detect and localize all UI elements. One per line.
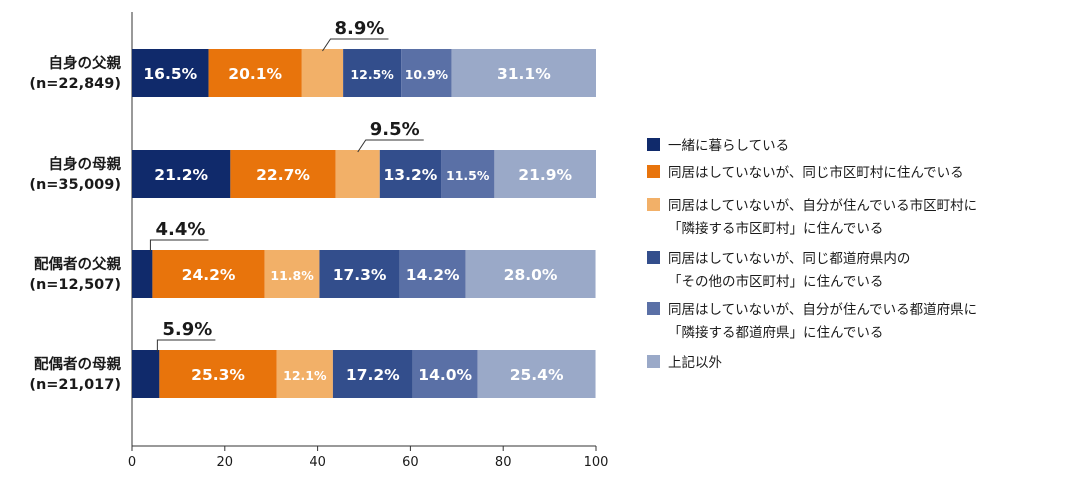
callout-leader-line	[357, 139, 424, 153]
bar-value-label: 28.0%	[504, 266, 558, 284]
bars-layer	[132, 49, 596, 398]
bar-value-label: 14.0%	[418, 366, 472, 384]
bar-segment	[152, 250, 265, 298]
x-tick-label: 40	[309, 455, 326, 470]
legend-label: 同居はしていないが、自分が住んでいる市区町村に	[668, 197, 977, 214]
bar-value-label: 25.4%	[510, 366, 564, 384]
bar-value-label: 24.2%	[182, 266, 236, 284]
bar-value-label: 31.1%	[497, 65, 551, 83]
bar-value-label: 22.7%	[256, 166, 310, 184]
bar-value-label: 12.5%	[350, 67, 394, 82]
bar-segment	[230, 150, 336, 198]
category-n-label: (n=12,507)	[29, 277, 121, 293]
bar-segment	[401, 49, 452, 97]
callout-value-label: 9.5%	[370, 119, 420, 140]
bar-segment	[441, 150, 495, 198]
bar-value-label: 12.1%	[283, 368, 327, 383]
bar-segment	[343, 49, 402, 97]
category-n-label: (n=22,849)	[29, 76, 121, 92]
category-n-label: (n=21,017)	[29, 377, 121, 393]
bar-value-label: 20.1%	[228, 65, 282, 83]
bar-value-label: 21.2%	[154, 166, 208, 184]
legend-label: 同居はしていないが、自分が住んでいる都道府県に	[668, 302, 977, 318]
bar-segment	[465, 250, 596, 298]
bar-segment	[264, 250, 320, 298]
bar-segment	[319, 250, 400, 298]
bar-value-label: 13.2%	[384, 166, 438, 184]
x-tick-label: 60	[402, 455, 419, 470]
bar-segment	[301, 49, 344, 97]
bar-segment	[335, 150, 380, 198]
bar-value-label: 17.3%	[333, 266, 387, 284]
axis-layer: 0 20 40 60 80 100	[128, 12, 609, 470]
category-label: 自身の父親	[49, 54, 122, 72]
x-tick-label: 20	[217, 455, 234, 470]
bar-segment	[132, 49, 209, 97]
legend-swatch	[647, 165, 660, 178]
bar-segment	[276, 350, 333, 398]
category-label: 自身の母親	[49, 155, 122, 173]
legend-label: 「その他の市区町村」に住んでいる	[668, 273, 883, 290]
legend-swatch	[647, 251, 660, 264]
callout-leader-line	[322, 38, 389, 52]
x-tick-label: 100	[584, 455, 609, 470]
bar-segment	[132, 250, 153, 298]
bar-value-label: 21.9%	[518, 166, 572, 184]
bar-segment	[208, 49, 302, 97]
category-label: 配偶者の母親	[34, 355, 121, 373]
bar-segment	[132, 350, 160, 398]
bar-value-label: 10.9%	[405, 67, 449, 82]
callout-value-label: 8.9%	[335, 18, 385, 39]
callout-leader-line	[149, 239, 209, 252]
legend-label: 上記以外	[668, 354, 722, 371]
category-label: 配偶者の父親	[34, 255, 121, 273]
bar-value-label: 25.3%	[191, 366, 245, 384]
category-n-label: (n=35,009)	[29, 177, 121, 193]
callout-leader-line	[156, 339, 216, 352]
labels-layer: 自身の父親 (n=22,849) 自身の母親 (n=35,009) 配偶者の父親 (n=1…	[29, 18, 572, 393]
bar-segment	[379, 150, 442, 198]
bar-segment	[159, 350, 277, 398]
bar-segment	[412, 350, 478, 398]
x-tick-label: 80	[495, 455, 512, 470]
callout-value-label: 4.4%	[155, 219, 205, 240]
bar-segment	[451, 49, 596, 97]
bar-value-label: 14.2%	[406, 266, 460, 284]
legend-label: 「隣接する市区町村」に住んでいる	[668, 220, 883, 237]
bar-value-label: 11.8%	[270, 268, 314, 283]
legend-swatch	[647, 138, 660, 151]
bar-value-label: 16.5%	[143, 65, 197, 83]
legend: 一緒に暮らしている同居はしていないが、同じ市区町村に住んでいる同居はしていないが…	[647, 138, 977, 371]
legend-swatch	[647, 198, 660, 211]
legend-swatch	[647, 302, 660, 315]
bar-value-label: 17.2%	[346, 366, 400, 384]
x-tick-label: 0	[128, 455, 136, 470]
callout-value-label: 5.9%	[162, 319, 212, 340]
bar-segment	[132, 150, 231, 198]
legend-swatch	[647, 355, 660, 368]
bar-segment	[399, 250, 466, 298]
legend-label: 一緒に暮らしている	[668, 138, 789, 154]
bar-segment	[477, 350, 596, 398]
legend-label: 同居はしていないが、同じ市区町村に住んでいる	[668, 164, 964, 181]
bar-segment	[332, 350, 413, 398]
bar-value-label: 11.5%	[446, 168, 490, 183]
legend-label: 「隣接する都道府県」に住んでいる	[668, 324, 883, 341]
legend-label: 同居はしていないが、同じ都道府県内の	[668, 251, 910, 267]
bar-segment	[494, 150, 596, 198]
